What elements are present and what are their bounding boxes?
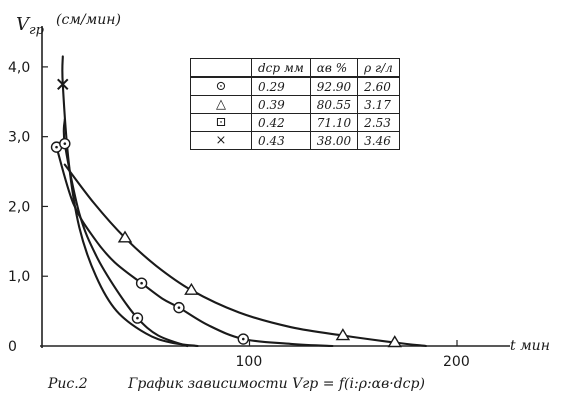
x-axis-label: t мин	[510, 338, 550, 354]
figure-number: Рис.2	[48, 376, 88, 392]
data-point-square-dot	[63, 142, 67, 145]
y-axis-label: Vгр	[16, 14, 45, 38]
legend-density: 2.60	[357, 76, 400, 96]
y-tick-label: 3,0	[8, 130, 30, 146]
legend-header-diameter: dср мм	[251, 58, 311, 78]
legend-density: 3.17	[357, 95, 400, 114]
series-line-triangle	[63, 163, 427, 348]
legend-alpha: 92.90	[309, 76, 359, 96]
data-point-triangle	[335, 328, 351, 341]
data-point-circle-dot	[140, 281, 143, 285]
legend-marker-circle: ⊙	[190, 76, 252, 96]
x-tick-label: 200	[443, 354, 470, 370]
legend-diameter: 0.42	[251, 113, 311, 132]
legend-alpha: 38.00	[309, 131, 359, 150]
legend-header-alpha: αв %	[309, 58, 359, 78]
data-point-triangle	[184, 282, 199, 295]
series-line-circle	[55, 146, 334, 348]
legend-row: ⊙ 0.29 92.90 2.60	[190, 76, 400, 96]
x-tick-label: 100	[236, 354, 263, 370]
y-tick-label: 0	[8, 339, 17, 355]
series-line-cross	[61, 55, 199, 348]
legend-density: 2.53	[357, 113, 400, 132]
legend-marker-square: ⊡	[190, 113, 252, 132]
legend-marker-triangle: △	[190, 95, 252, 114]
legend-header-density: ρ г/л	[357, 58, 400, 78]
legend-density: 3.46	[357, 131, 400, 150]
data-point-cross	[57, 78, 69, 91]
legend-alpha: 71.10	[309, 113, 359, 132]
legend-diameter: 0.39	[251, 95, 311, 114]
figure-caption: Рис.2 График зависимости Vгр = f(i:ρ:αв·…	[48, 376, 425, 392]
legend-header-row: dср мм αв % ρ г/л	[190, 58, 400, 78]
data-point-circle-dot	[177, 306, 181, 309]
legend-row: × 0.43 38.00 3.46	[190, 131, 400, 150]
data-point-triangle	[387, 335, 402, 348]
data-point-circle-dot	[241, 337, 245, 341]
chart-markers	[50, 78, 402, 348]
chart-axes	[40, 26, 510, 348]
y-tick-label: 4,0	[8, 60, 30, 76]
chart-ticks: 0 1,0 2,0 3,0 4,0 100 200	[8, 60, 470, 370]
legend-diameter: 0.29	[251, 76, 311, 96]
legend-table: dср мм αв % ρ г/л ⊙ 0.29 92.90 2.60 △ 0.…	[190, 58, 400, 150]
caption-formula: Vгр = f(i:ρ:αв·dср)	[292, 376, 425, 392]
legend-row: △ 0.39 80.55 3.17	[190, 95, 400, 114]
legend-alpha: 80.55	[309, 95, 359, 114]
y-tick-label: 1,0	[8, 269, 30, 285]
y-tick-label: 2,0	[8, 199, 30, 215]
y-axis-unit: (см/мин)	[56, 12, 121, 28]
legend-marker-cross: ×	[190, 131, 252, 150]
legend-header-marker	[190, 58, 252, 78]
data-point-circle-dot	[55, 145, 58, 149]
legend-row: ⊡ 0.42 71.10 2.53	[190, 113, 400, 132]
legend-diameter: 0.43	[251, 131, 311, 150]
data-point-square-dot	[136, 316, 139, 320]
data-point-triangle	[117, 230, 133, 243]
caption-text: График зависимости	[128, 376, 288, 392]
